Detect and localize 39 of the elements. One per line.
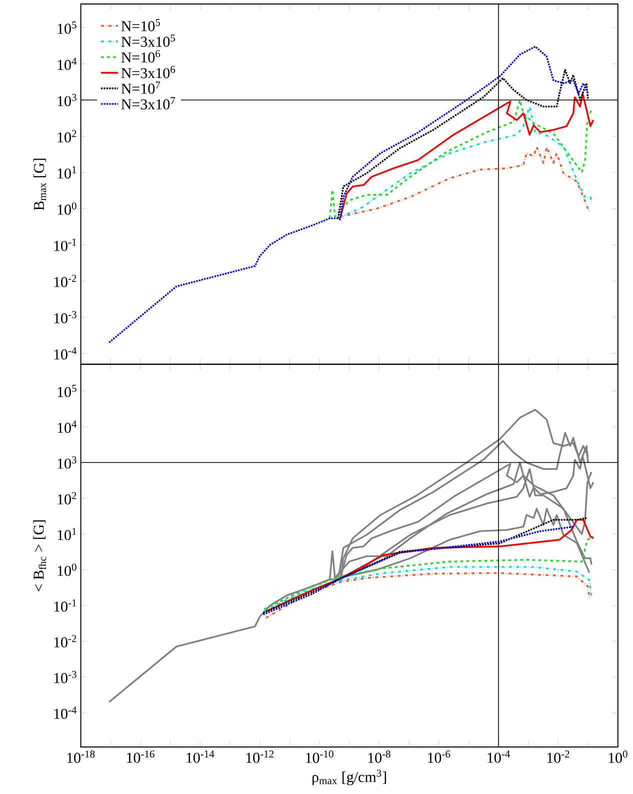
y-tick-label: 10$^{-2}$ [54, 274, 76, 288]
y-tick-label: 10$^{-3}$ [54, 311, 76, 324]
legend-label: N=3x10$^{6}$ [121, 66, 176, 78]
x-axis-title: ρ$_{max}$ [g/cm$^{3}$] [312, 770, 386, 786]
y-tick-label: 10$^{-1}$ [54, 238, 76, 251]
y-tick-label: 10$^{0}$ [58, 564, 76, 576]
y-tick-label: 10$^{4}$ [58, 420, 77, 433]
x-tick-label: 10$^{-10}$ [306, 750, 334, 763]
x-tick-label: 10$^{-16}$ [127, 750, 154, 763]
y-tick-label: 10$^{2}$ [58, 130, 76, 142]
legend-label: N=10$^{5}$ [121, 19, 160, 32]
legend-label: N=3x10$^{5}$ [121, 34, 175, 47]
x-tick-label: 10$^{-6}$ [428, 750, 450, 763]
y-tick-label: 10$^{0}$ [58, 202, 76, 215]
x-tick-label: 10$^{0}$ [608, 750, 628, 763]
y-axis-title: < B$_{fhc}$ > [G] [33, 520, 46, 592]
y-tick-label: 10$^{-4}$ [54, 347, 77, 360]
x-tick-label: 10$^{-14}$ [186, 750, 214, 763]
x-tick-label: 10$^{-18}$ [67, 750, 95, 763]
y-tick-label: 10$^{-2}$ [54, 635, 76, 648]
y-tick-label: 10$^{-1}$ [54, 599, 76, 612]
y-tick-label: 10$^{1}$ [58, 528, 76, 540]
x-tick-label: 10$^{-4}$ [488, 750, 510, 763]
y-tick-label: 10$^{5}$ [58, 384, 76, 398]
y-tick-label: 10$^{2}$ [58, 492, 76, 504]
x-tick-label: 10$^{-8}$ [368, 750, 390, 763]
legend-label: N=10$^{7}$ [121, 82, 160, 94]
y-tick-label: 10$^{3}$ [58, 94, 76, 106]
legend-label: N=10$^{6}$ [121, 50, 160, 63]
y-tick-label: 10$^{1}$ [58, 166, 76, 179]
legend-label: N=3x10$^{7}$ [121, 97, 176, 110]
y-tick-label: 10$^{5}$ [58, 22, 76, 34]
x-tick-label: 10$^{-12}$ [246, 750, 274, 763]
y-tick-label: 10$^{-3}$ [54, 670, 76, 684]
y-axis-title: B$_{max}$ [G] [33, 158, 46, 210]
y-tick-label: 10$^{4}$ [58, 58, 77, 70]
y-tick-label: 10$^{-4}$ [54, 706, 77, 719]
y-tick-label: 10$^{3}$ [58, 456, 76, 469]
x-tick-label: 10$^{-2}$ [547, 750, 570, 763]
